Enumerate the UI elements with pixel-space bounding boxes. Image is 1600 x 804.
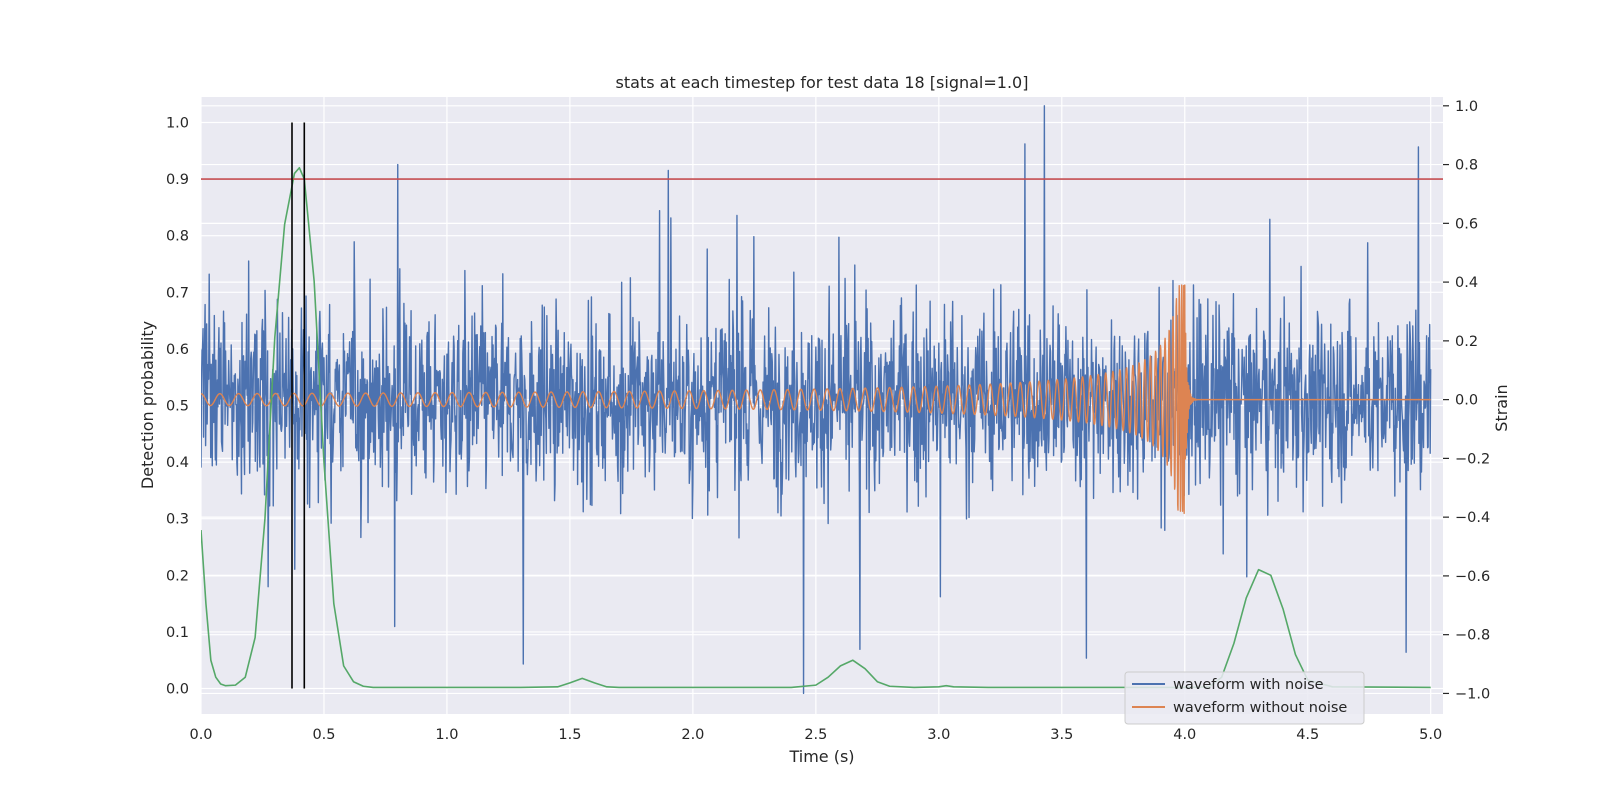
legend-box (1124, 671, 1365, 725)
chart-title: stats at each timestep for test data 18 … (616, 73, 1029, 92)
y-tick-label-left: 0.7 (166, 285, 189, 301)
y-ticks-left: 0.0 0.1 0.2 0.3 0.4 0.5 0.6 0.7 0.8 0.9 1.0 (166, 115, 189, 697)
x-tick-label: 4.5 (1296, 727, 1319, 743)
legend-label-noise: waveform with noise (1173, 677, 1324, 693)
x-tick-label: 3.5 (1050, 727, 1073, 743)
y-tick-label-left: 0.1 (166, 625, 189, 641)
y-tick-label-left: 0.5 (166, 399, 189, 415)
y-axis-label-right: Strain (1492, 384, 1511, 431)
y-tick-label-right: −0.8 (1455, 628, 1490, 644)
y-tick-label-left: 1.0 (166, 115, 189, 131)
x-tick-label: 1.5 (558, 727, 581, 743)
y-tick-label-left: 0.9 (166, 172, 189, 188)
x-tick-label: 0.0 (189, 727, 212, 743)
legend: waveform with noise waveform without noi… (1124, 671, 1365, 725)
legend-label-clean: waveform without noise (1173, 700, 1347, 716)
x-tick-label: 0.5 (312, 727, 335, 743)
y-ticks-right: −1.0 −0.8 −0.6 −0.4 −0.2 0.0 0.2 0.4 0.6 0.8 1.0 (1443, 99, 1490, 702)
y-tick-label-left: 0.4 (166, 455, 189, 471)
x-tick-label: 2.5 (804, 727, 827, 743)
series-line-noise (201, 105, 1432, 695)
y-tick-label-left: 0.8 (166, 229, 189, 245)
x-tick-label: 5.0 (1419, 727, 1442, 743)
y-tick-label-right: 0.8 (1455, 158, 1478, 174)
y-tick-label-right: 1.0 (1455, 99, 1478, 115)
y-tick-label-right: −1.0 (1455, 686, 1490, 702)
y-axis-label-left: Detection probability (138, 321, 157, 489)
y-tick-label-right: 0.2 (1455, 334, 1478, 350)
y-tick-label-left: 0.3 (166, 512, 189, 528)
x-tick-label: 1.0 (435, 727, 458, 743)
x-axis-label: Time (s) (788, 747, 854, 766)
y-tick-label-right: −0.6 (1455, 569, 1490, 585)
y-tick-label-right: −0.2 (1455, 451, 1490, 467)
y-tick-label-left: 0.6 (166, 342, 189, 358)
y-tick-label-right: −0.4 (1455, 510, 1490, 526)
x-ticks: 0.0 0.5 1.0 1.5 2.0 2.5 3.0 3.5 4.0 4.5 5.0 (189, 727, 1442, 743)
y-tick-label-right: 0.6 (1455, 216, 1478, 232)
y-tick-label-left: 0.0 (166, 682, 189, 698)
x-tick-label: 3.0 (927, 727, 950, 743)
series-line-chirp (201, 284, 1432, 515)
x-tick-label: 4.0 (1173, 727, 1196, 743)
y-tick-label-left: 0.2 (166, 568, 189, 584)
x-tick-label: 2.0 (681, 727, 704, 743)
y-tick-label-right: 0.4 (1455, 275, 1478, 291)
y-tick-label-right: 0.0 (1455, 393, 1478, 409)
